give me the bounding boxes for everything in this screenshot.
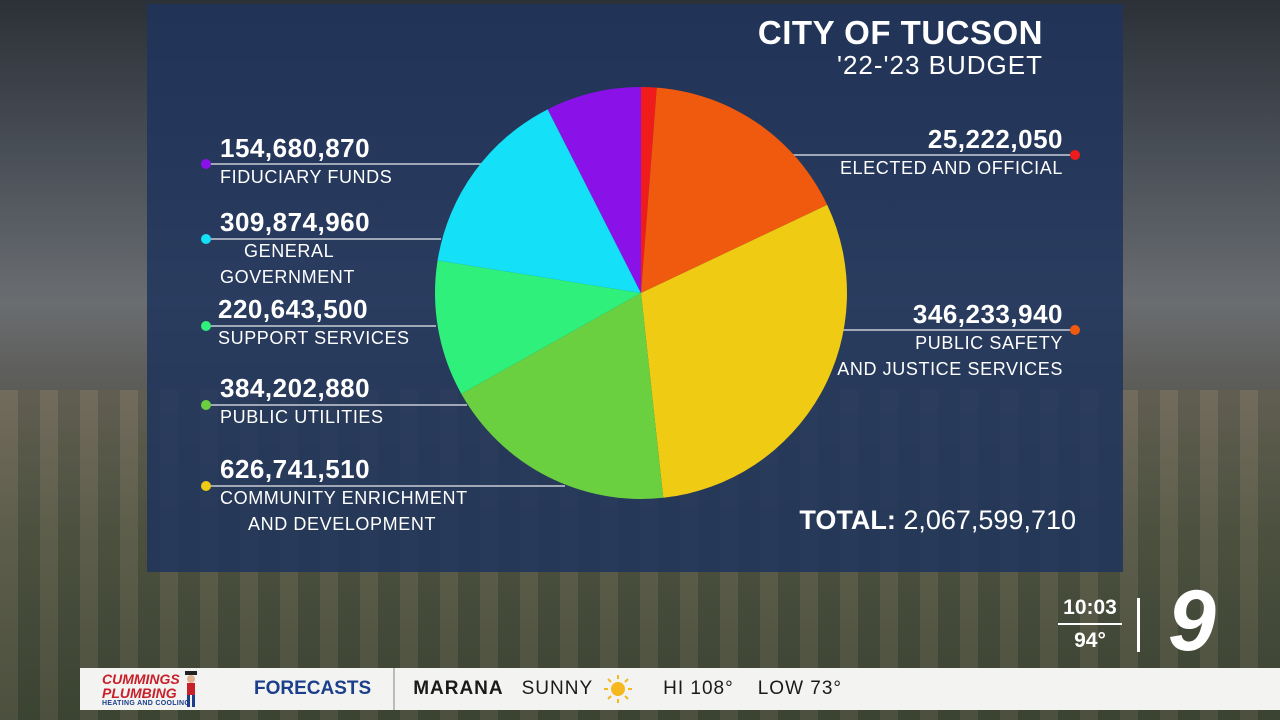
sponsor-tagline: HEATING AND COOLING bbox=[102, 699, 191, 707]
sun-icon bbox=[604, 675, 633, 703]
slice-category: PUBLIC UTILITIES bbox=[220, 407, 384, 427]
total-value: 2,067,599,710 bbox=[903, 505, 1076, 535]
legend-dot bbox=[201, 234, 211, 244]
sponsor-logo: CUMMINGS PLUMBING HEATING AND COOLING bbox=[80, 668, 236, 710]
slice-category: GOVERNMENT bbox=[220, 267, 356, 287]
legend-dot bbox=[201, 481, 211, 491]
pie-slice bbox=[437, 109, 641, 294]
slice-category: AND JUSTICE SERVICES bbox=[837, 359, 1063, 379]
clock-time: 10:03 bbox=[1063, 596, 1117, 619]
slice-value: 626,741,510 bbox=[220, 454, 371, 484]
slice-category: ELECTED AND OFFICIAL bbox=[839, 158, 1063, 178]
pie-slice bbox=[641, 87, 657, 293]
divider bbox=[1137, 598, 1140, 652]
weather-ticker: CUMMINGS PLUMBING HEATING AND COOLING FO… bbox=[80, 668, 1280, 710]
sponsor-name-1: CUMMINGS bbox=[102, 670, 180, 687]
mascot-icon bbox=[185, 671, 197, 707]
slice-value: 220,643,500 bbox=[218, 294, 369, 324]
pie-slice bbox=[434, 260, 641, 394]
slice-category: SUPPORT SERVICES bbox=[218, 328, 410, 348]
slice-value: 154,680,870 bbox=[220, 133, 371, 163]
legend-dot bbox=[201, 400, 211, 410]
chart-subtitle: '22-'23 BUDGET bbox=[837, 50, 1043, 80]
total-label: TOTAL: bbox=[799, 505, 896, 535]
slice-category: FIDUCIARY FUNDS bbox=[220, 167, 393, 187]
legend-dot bbox=[201, 321, 211, 331]
current-temperature: 94° bbox=[1074, 629, 1106, 652]
slice-label-community-enrichment: 626,741,510 COMMUNITY ENRICHMENT AND DEV… bbox=[220, 454, 468, 537]
pie-slice bbox=[547, 87, 641, 293]
divider bbox=[1058, 623, 1122, 625]
ticker-condition: SUNNY bbox=[521, 678, 594, 699]
legend-dot bbox=[1070, 325, 1080, 335]
slice-category: COMMUNITY ENRICHMENT bbox=[220, 488, 468, 508]
slice-category: PUBLIC SAFETY bbox=[915, 333, 1063, 353]
slice-label-public-utilities: 384,202,880 PUBLIC UTILITIES bbox=[220, 373, 384, 430]
ticker-city: MARANA bbox=[413, 678, 504, 699]
pie-slice bbox=[461, 293, 664, 499]
slice-value: 25,222,050 bbox=[927, 124, 1063, 154]
slice-category: GENERAL bbox=[244, 241, 335, 261]
slice-value: 346,233,940 bbox=[912, 299, 1063, 329]
pie-slice bbox=[641, 87, 828, 293]
slice-value: 309,874,960 bbox=[220, 207, 371, 237]
slice-label-general-government: 309,874,960 GENERAL GOVERNMENT bbox=[220, 207, 370, 290]
legend-dot bbox=[1070, 150, 1080, 160]
ticker-section-label: FORECASTS bbox=[236, 668, 396, 710]
chart-title: CITY OF TUCSON bbox=[757, 14, 1043, 51]
total-row: TOTAL: 2,067,599,710 bbox=[799, 505, 1076, 536]
slice-label-support-services: 220,643,500 SUPPORT SERVICES bbox=[218, 294, 410, 351]
ticker-high: HI 108° bbox=[663, 678, 734, 699]
slice-value: 384,202,880 bbox=[220, 373, 371, 403]
legend-dot bbox=[201, 159, 211, 169]
slice-label-public-safety: 346,233,940 PUBLIC SAFETY AND JUSTICE SE… bbox=[837, 299, 1063, 382]
slice-category: AND DEVELOPMENT bbox=[248, 514, 437, 534]
slice-label-fiduciary: 154,680,870 FIDUCIARY FUNDS bbox=[220, 133, 392, 190]
slice-label-elected: 25,222,050 ELECTED AND OFFICIAL bbox=[840, 124, 1063, 181]
time-temp-widget: 10:03 94° bbox=[1058, 596, 1122, 653]
pie-slice bbox=[641, 204, 848, 498]
sponsor-name-2: PLUMBING bbox=[102, 684, 177, 701]
channel-logo: 9 bbox=[1168, 573, 1216, 669]
ticker-low: LOW 73° bbox=[757, 678, 843, 699]
